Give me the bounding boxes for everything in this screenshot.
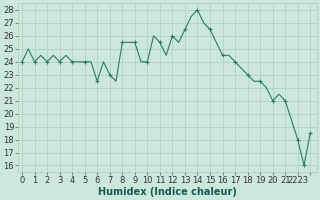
X-axis label: Humidex (Indice chaleur): Humidex (Indice chaleur) [98,187,237,197]
